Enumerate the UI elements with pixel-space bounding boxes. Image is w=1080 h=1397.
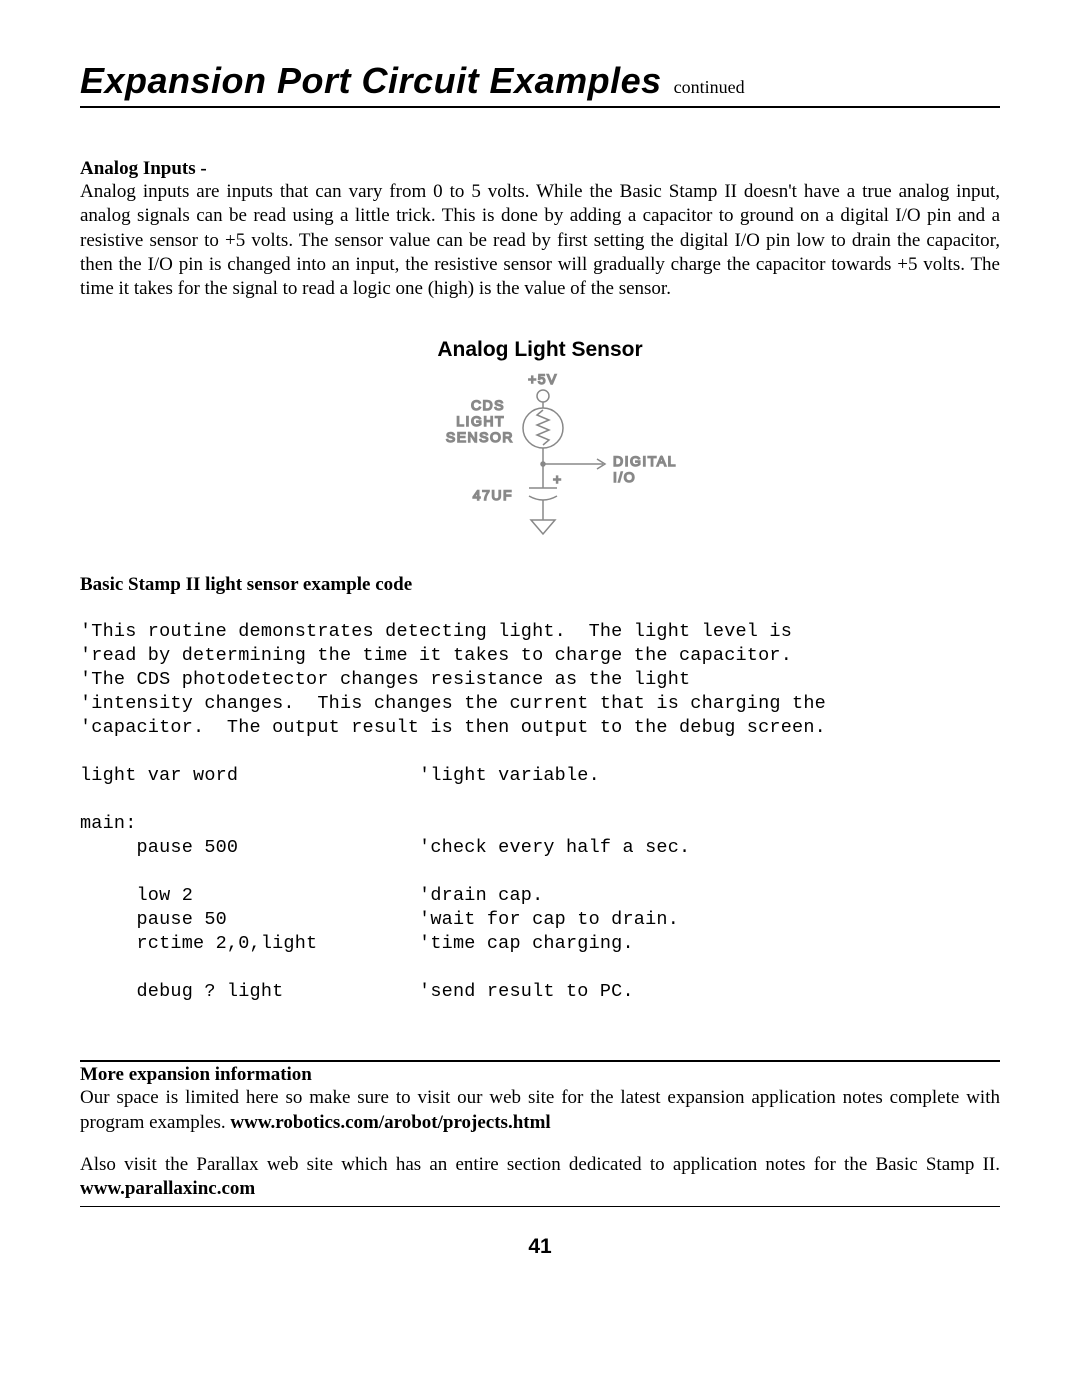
label-io: I/O <box>613 469 636 485</box>
label-cds: CDS <box>471 397 505 413</box>
circuit-diagram: +5V CDS LIGHT SENSOR DIGITAL I/O <box>80 370 1000 550</box>
more-link1: www.robotics.com/arobot/projects.html <box>230 1112 550 1133</box>
more-para2: Also visit the Parallax web site which h… <box>80 1153 1000 1202</box>
label-47uf: 47UF <box>473 487 513 503</box>
label-digital: DIGITAL <box>613 453 677 469</box>
label-cap-plus: + <box>553 471 563 487</box>
page-title-row: Expansion Port Circuit Examples continue… <box>80 60 1000 108</box>
code-heading: Basic Stamp II light sensor example code <box>80 574 1000 596</box>
section-analog-inputs: Analog Inputs - Analog inputs are inputs… <box>80 158 1000 302</box>
more-heading: More expansion information <box>80 1064 1000 1086</box>
label-5v: +5V <box>528 371 558 387</box>
divider-top <box>80 1060 1000 1062</box>
label-sensor: SENSOR <box>446 429 514 445</box>
more-para2-text: Also visit the Parallax web site which h… <box>80 1154 1000 1175</box>
more-link2: www.parallaxinc.com <box>80 1178 255 1199</box>
section-body: Analog inputs are inputs that can vary f… <box>80 180 1000 302</box>
diagram-title: Analog Light Sensor <box>80 338 1000 362</box>
page-title: Expansion Port Circuit Examples <box>80 60 662 101</box>
more-para1: Our space is limited here so make sure t… <box>80 1086 1000 1135</box>
code-block: 'This routine demonstrates detecting lig… <box>80 620 1000 1005</box>
circuit-svg: +5V CDS LIGHT SENSOR DIGITAL I/O <box>395 370 685 550</box>
divider-bottom <box>80 1206 1000 1207</box>
label-light: LIGHT <box>456 413 505 429</box>
page-number: 41 <box>80 1235 1000 1259</box>
section-heading: Analog Inputs - <box>80 158 207 179</box>
page-title-continued: continued <box>674 77 745 97</box>
